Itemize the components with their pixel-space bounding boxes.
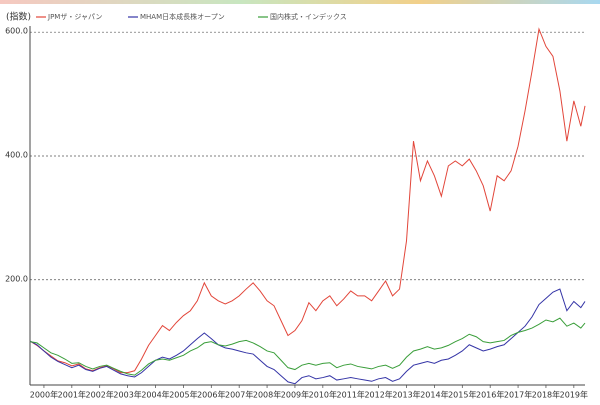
y-axis-label: (指数) [6, 11, 31, 23]
x-tick-label: 2006年 [197, 390, 225, 400]
series-line [29, 27, 586, 374]
x-tick-label: 2013年 [392, 390, 420, 400]
legend-label: JPMザ・ジャパン [47, 13, 102, 21]
x-tick-label: 2012年 [364, 390, 392, 400]
x-tick-label: 2017年 [504, 390, 532, 400]
top-bar [0, 0, 600, 4]
x-tick-label: 2010年 [309, 390, 337, 400]
x-tick-label: 2007年 [225, 390, 253, 400]
x-tick-label: 2018年 [532, 390, 560, 400]
x-tick-label: 2009年 [281, 390, 309, 400]
y-tick-label: 400.0 [5, 150, 28, 159]
x-tick-label: 2014年 [420, 390, 448, 400]
legend-label: 国内株式・インデックス [270, 12, 347, 21]
x-tick-label: 2003年 [113, 390, 141, 400]
x-tick-label: 2005年 [169, 390, 197, 400]
series-line [29, 288, 586, 385]
y-tick-label: 600.0 [5, 27, 28, 36]
x-tick-label: 2001年 [58, 390, 86, 400]
x-tick-label: 2008年 [253, 390, 281, 400]
x-tick-label: 2002年 [86, 390, 114, 400]
x-tick-label: 2016年 [476, 390, 504, 400]
series-line [29, 317, 586, 376]
y-tick-label: 200.0 [5, 274, 28, 283]
x-tick-label: 2019年 [560, 390, 588, 400]
x-tick-label: 2011年 [337, 390, 365, 400]
x-tick-label: 2000年 [30, 390, 58, 400]
x-tick-label: 2004年 [141, 390, 169, 400]
x-tick-label: 2015年 [448, 390, 476, 400]
legend-label: MHAM日本成長株オープン [140, 12, 225, 21]
